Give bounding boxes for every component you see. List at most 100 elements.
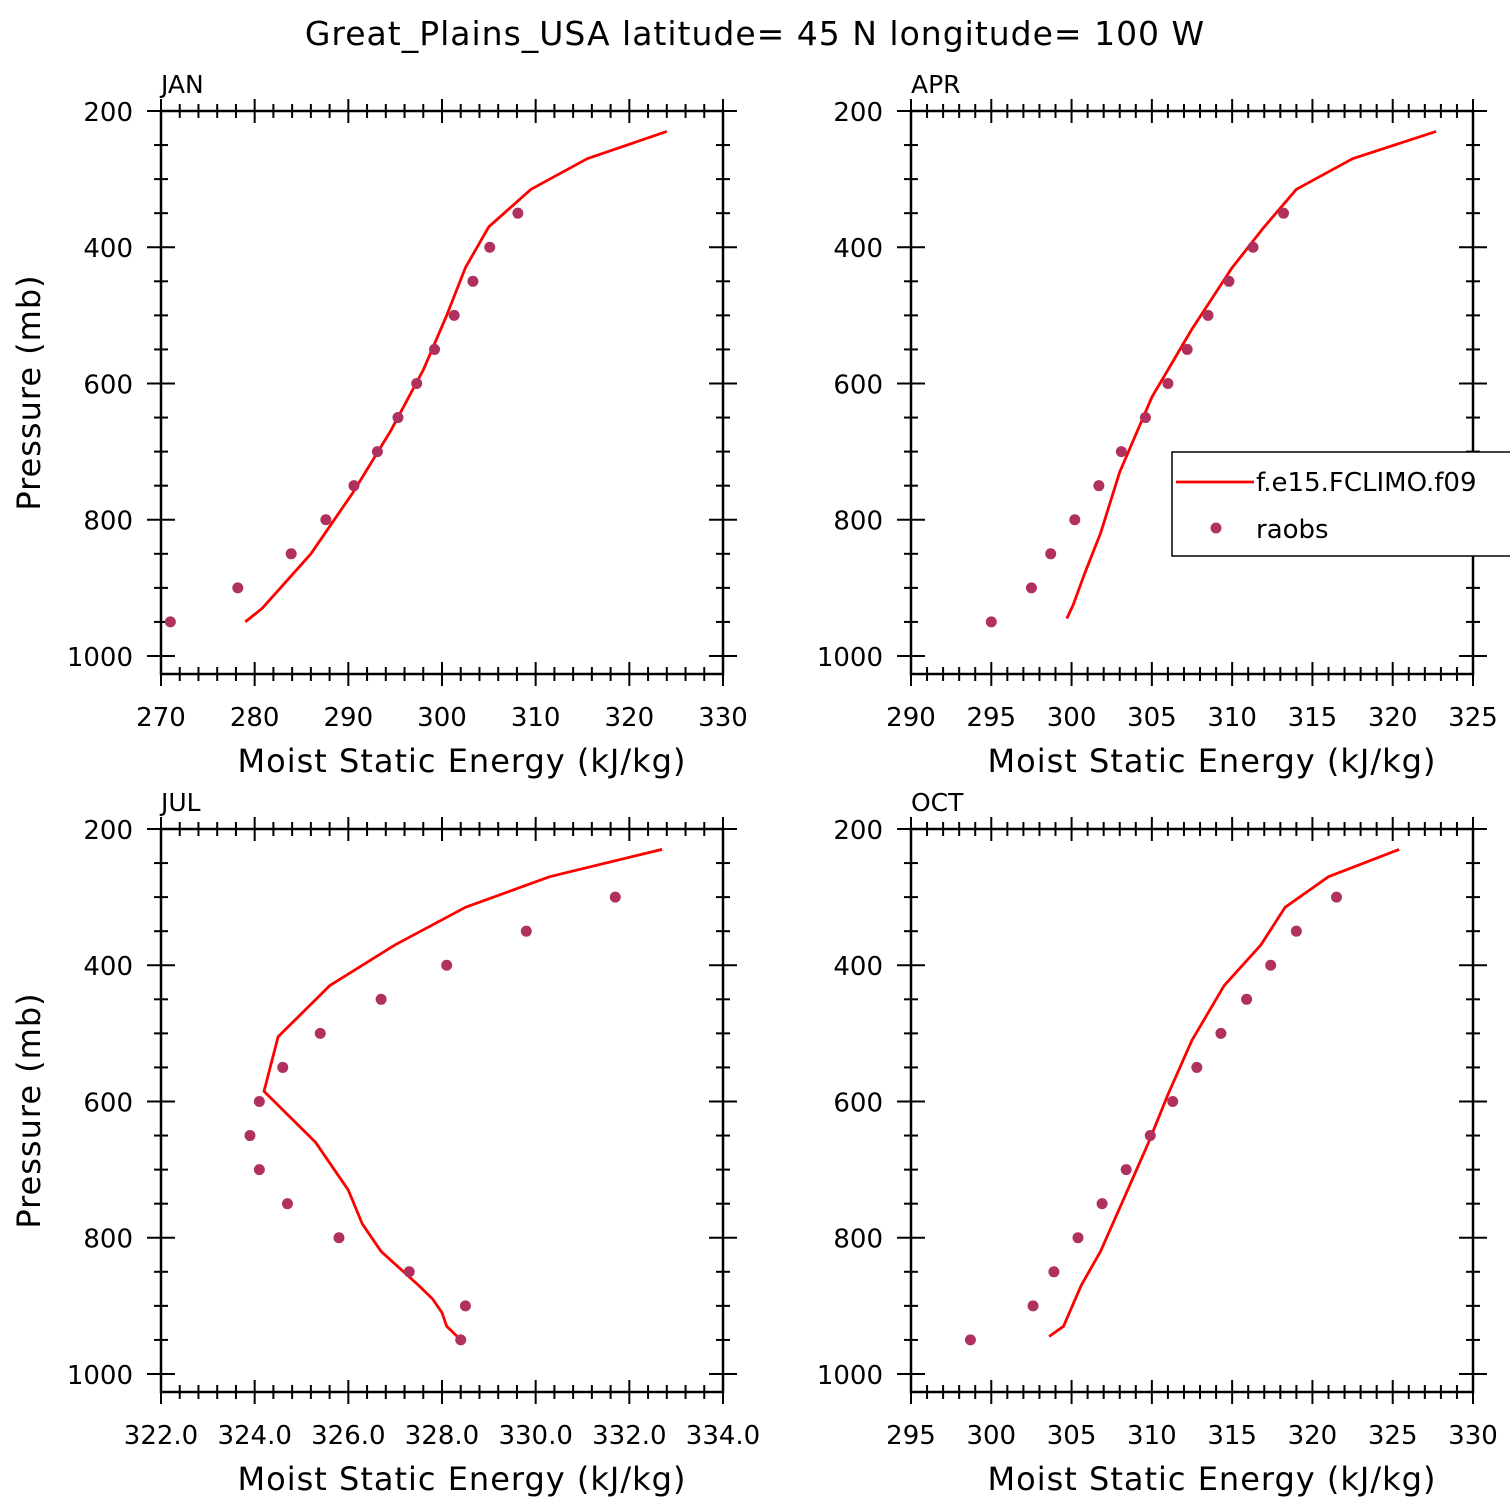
raobs-point (985, 616, 997, 628)
y-tick-label: 400 (83, 234, 133, 264)
x-tick-label: 320 (1288, 1421, 1338, 1451)
x-tick-label: 295 (886, 1421, 936, 1451)
x-tick-label: 290 (886, 703, 936, 733)
model-line (244, 130, 668, 623)
raobs-point (467, 275, 479, 287)
y-tick-label: 1000 (817, 643, 883, 673)
legend-label-model: f.e15.FCLIMO.f09 (1256, 468, 1476, 498)
raobs-point (403, 1266, 415, 1278)
raobs-point (1144, 1130, 1156, 1142)
y-tick-label: 1000 (817, 1361, 883, 1391)
x-tick-label: 324.0 (217, 1421, 291, 1451)
raobs-point (244, 1130, 256, 1142)
x-axis-label: Moist Static Energy (kJ/kg) (238, 1460, 687, 1498)
raobs-point (1115, 446, 1127, 458)
legend: f.e15.FCLIMO.f09 raobs (1171, 451, 1510, 557)
legend-box (1171, 451, 1510, 557)
raobs-point (333, 1232, 345, 1244)
x-tick-label: 326.0 (311, 1421, 385, 1451)
plot-frame (909, 109, 1475, 676)
y-axis-label: Pressure (mb) (10, 992, 48, 1228)
x-tick-label: 320 (1368, 703, 1418, 733)
x-axis-label: Moist Static Energy (kJ/kg) (988, 1460, 1437, 1498)
raobs-point (1096, 1198, 1108, 1210)
raobs-point (348, 480, 360, 492)
panel-title: APR (911, 70, 961, 99)
raobs-point (1241, 993, 1253, 1005)
x-tick-label: 300 (1047, 703, 1097, 733)
x-tick-label: 332.0 (592, 1421, 666, 1451)
raobs-point (392, 412, 404, 424)
raobs-point (1045, 548, 1057, 560)
x-tick-label: 305 (1127, 703, 1177, 733)
model-line (1065, 130, 1437, 620)
raobs-point (441, 959, 453, 971)
x-tick-label: 315 (1288, 703, 1338, 733)
x-tick-label: 295 (966, 703, 1016, 733)
panel-jan: JAN 270 280 290 300 310 320 330 200 400 600 800 1000… (10, 70, 748, 780)
y-tick-label: 1000 (67, 643, 133, 673)
raobs-point (1072, 1232, 1084, 1244)
raobs-point (1167, 1095, 1179, 1107)
y-tick-label: 600 (83, 370, 133, 400)
y-tick-label: 200 (833, 98, 883, 128)
y-tick-label: 800 (833, 1225, 883, 1255)
y-tick-label: 800 (833, 507, 883, 537)
raobs-point (1027, 1300, 1039, 1312)
raobs-point (520, 925, 532, 937)
plot-frame (159, 827, 725, 1394)
y-tick-label: 800 (83, 507, 133, 537)
x-tick-label: 270 (136, 703, 186, 733)
y-tick-label: 400 (833, 952, 883, 982)
x-axis-label: Moist Static Energy (kJ/kg) (988, 742, 1437, 780)
legend-label-raobs: raobs (1256, 515, 1329, 545)
x-tick-label: 305 (1047, 1421, 1097, 1451)
raobs-point (429, 343, 441, 355)
x-tick-label: 300 (417, 703, 467, 733)
x-tick-label: 310 (511, 703, 561, 733)
x-tick-label: 300 (966, 1421, 1016, 1451)
raobs-point (1093, 480, 1105, 492)
raobs-point (164, 616, 176, 628)
raobs-point (1278, 207, 1290, 219)
raobs-point (1223, 275, 1235, 287)
raobs-point (1069, 514, 1081, 526)
raobs-point (277, 1061, 289, 1073)
panel-title: JAN (159, 70, 204, 99)
panel-jul: JUL 322.0 324.0 326.0 328.0 330.0 332.0 334.0 20… (10, 788, 760, 1498)
plot-area (244, 848, 663, 1346)
raobs-point (320, 514, 332, 526)
x-tick-label: 330 (1448, 1421, 1498, 1451)
raobs-point (314, 1027, 326, 1039)
raobs-point (1191, 1061, 1203, 1073)
y-tick-label: 800 (83, 1225, 133, 1255)
raobs-point (512, 207, 524, 219)
x-tick-label: 290 (324, 703, 374, 733)
x-tick-label: 310 (1207, 703, 1257, 733)
x-tick-label: 330 (698, 703, 748, 733)
y-tick-label: 400 (833, 234, 883, 264)
raobs-point (1331, 891, 1343, 903)
panel-title: OCT (911, 788, 964, 817)
raobs-point (448, 309, 460, 321)
x-tick-label: 330.0 (498, 1421, 572, 1451)
raobs-point (1290, 925, 1302, 937)
y-tick-label: 1000 (67, 1361, 133, 1391)
raobs-point (459, 1300, 471, 1312)
raobs-point (964, 1334, 976, 1346)
panel-oct: OCT 295 300 305 310 315 320 325 330 200 400 600 800 1… (817, 788, 1498, 1498)
x-tick-label: 310 (1127, 1421, 1177, 1451)
x-tick-label: 325 (1448, 703, 1498, 733)
raobs-point (1025, 582, 1037, 594)
raobs-point (232, 582, 244, 594)
model-line (262, 848, 663, 1341)
raobs-point (609, 891, 621, 903)
raobs-point (253, 1095, 265, 1107)
raobs-point (1048, 1266, 1060, 1278)
plot-area (964, 848, 1400, 1346)
raobs-point (455, 1334, 467, 1346)
raobs-point (1139, 412, 1151, 424)
raobs-point (1202, 309, 1214, 321)
y-tick-label: 400 (83, 952, 133, 982)
